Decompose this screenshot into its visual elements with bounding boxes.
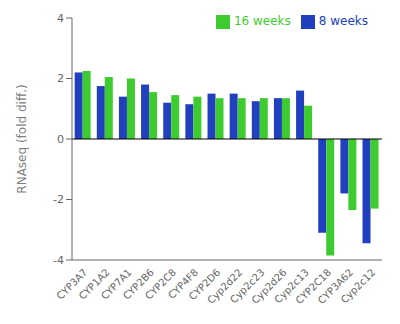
svg-text:CYP4F8: CYP4F8 <box>166 266 201 301</box>
svg-text:-4: -4 <box>53 254 64 267</box>
svg-text:CYP7A1: CYP7A1 <box>98 266 134 302</box>
svg-text:CYP2D6: CYP2D6 <box>186 266 223 303</box>
svg-text:4: 4 <box>57 12 64 25</box>
svg-text:Cyp2c13: Cyp2c13 <box>272 266 311 306</box>
svg-text:CYP1A2: CYP1A2 <box>76 266 112 302</box>
svg-text:Cyp2d26: Cyp2d26 <box>249 266 289 306</box>
svg-text:CYP2C8: CYP2C8 <box>143 266 179 302</box>
svg-text:CYP3A62: CYP3A62 <box>315 266 356 307</box>
svg-text:2: 2 <box>57 72 64 85</box>
svg-text:CYP2B6: CYP2B6 <box>120 266 156 302</box>
svg-text:CYP3A7: CYP3A7 <box>54 266 90 302</box>
svg-text:Cyp2d22: Cyp2d22 <box>205 266 245 306</box>
html-text:8 weeks: 8 weeks <box>318 14 368 28</box>
svg-text:Cyp2c23: Cyp2c23 <box>227 266 267 306</box>
svg-text:Cyp2c12: Cyp2c12 <box>339 267 378 306</box>
svg-text:0: 0 <box>57 133 64 146</box>
svg-text:CYP2C18: CYP2C18 <box>293 266 334 307</box>
svg-text:RNAseq (fold diff.): RNAseq (fold diff.) <box>15 84 29 193</box>
svg-text:-2: -2 <box>53 193 64 206</box>
html-text:16 weeks: 16 weeks <box>233 14 291 28</box>
